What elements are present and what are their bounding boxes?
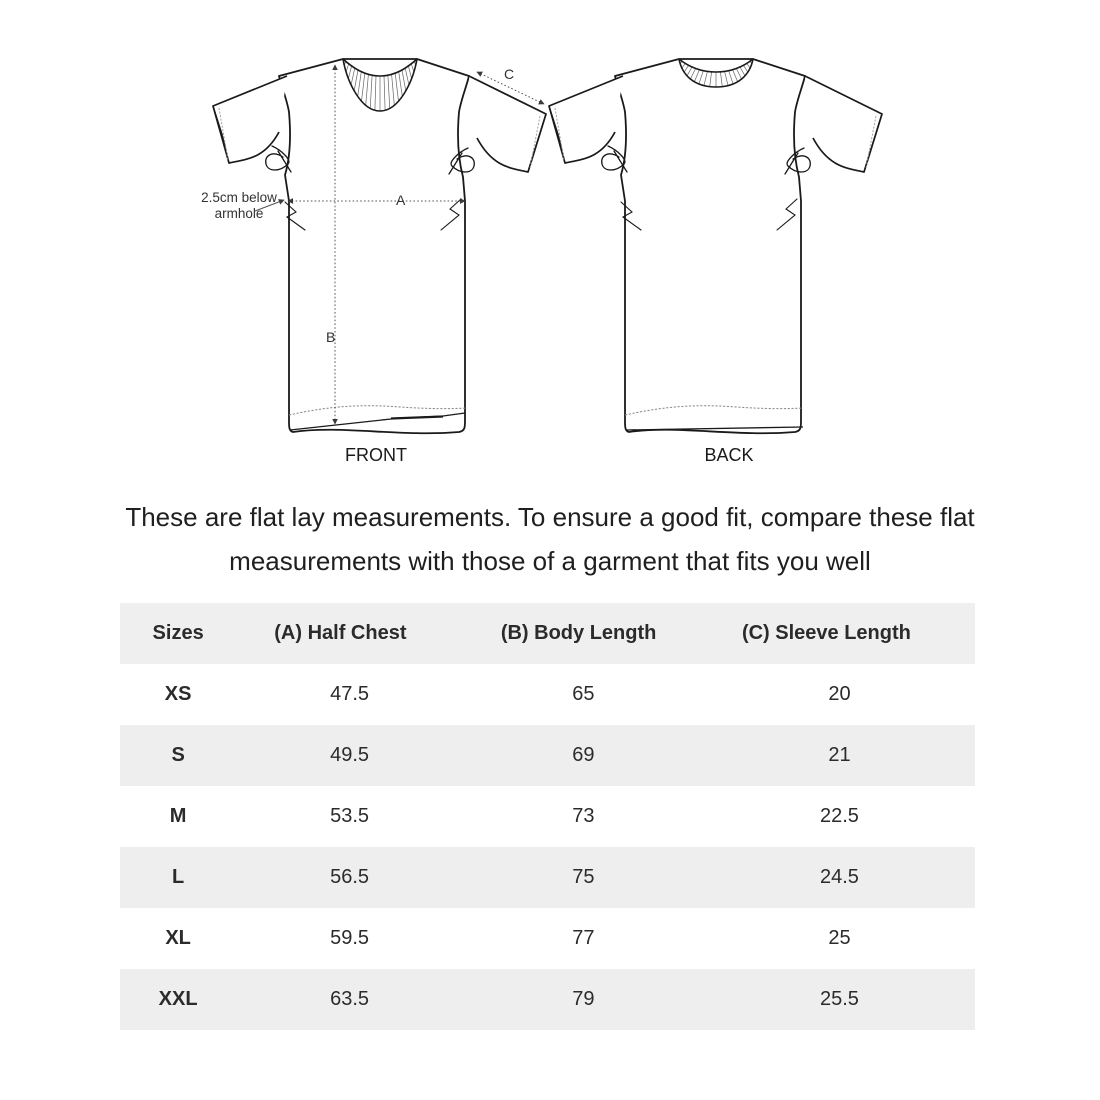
svg-text:FRONT: FRONT <box>345 445 407 465</box>
svg-text:A: A <box>396 192 406 208</box>
svg-text:B: B <box>326 329 335 345</box>
svg-text:2.5cm below: 2.5cm below <box>201 190 277 205</box>
svg-text:C: C <box>504 66 514 82</box>
svg-text:armhole: armhole <box>215 206 264 221</box>
svg-text:BACK: BACK <box>704 445 753 465</box>
